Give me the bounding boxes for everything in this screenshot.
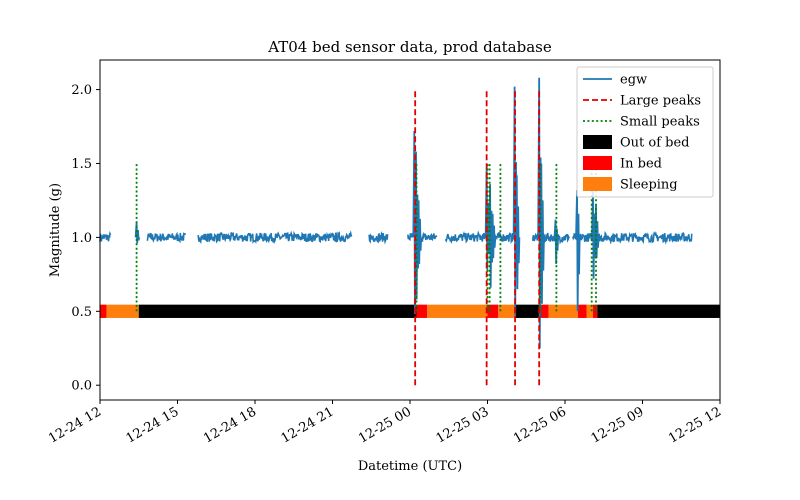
legend-label: In bed — [620, 157, 662, 172]
legend: egw Large peaks Small peaks Out of bed In be… — [576, 66, 714, 198]
bed-state-bar — [416, 304, 428, 318]
egw-segment — [197, 230, 353, 245]
bed-state-bar — [548, 304, 578, 318]
legend-swatch — [583, 177, 612, 191]
y-tick-label: 0.0 — [71, 379, 92, 394]
egw-spike — [539, 163, 545, 304]
y-axis-label: Magnitude (g) — [48, 183, 63, 277]
egw-spike — [490, 213, 497, 259]
egw-spike — [488, 184, 494, 288]
egw-spike — [514, 175, 521, 290]
bed-state-bar — [427, 304, 488, 318]
egw-spike — [575, 190, 581, 312]
legend-swatch — [583, 135, 612, 149]
legend-label: Large peaks — [620, 94, 701, 109]
bed-state-bar — [515, 304, 542, 318]
y-tick-label: 1.0 — [71, 231, 92, 246]
bed-state-bar — [100, 304, 107, 318]
egw-segment — [444, 230, 518, 245]
legend-label: egw — [620, 73, 647, 88]
bed-state-bar — [586, 304, 593, 318]
bed-state-bar — [498, 304, 516, 318]
bed-state-bar — [541, 304, 549, 318]
legend-swatch — [583, 156, 612, 170]
egw-segment — [99, 230, 112, 243]
y-tick-label: 1.5 — [71, 157, 92, 172]
egw-spike — [416, 200, 423, 265]
egw-spike — [594, 204, 600, 259]
bed-state-bar — [577, 304, 587, 318]
bed-state-bar — [138, 304, 417, 318]
y-tick-label: 0.5 — [71, 305, 92, 320]
egw-spike — [134, 222, 141, 244]
chart-title: AT04 bed sensor data, prod database — [267, 38, 552, 56]
egw-spike — [591, 190, 597, 279]
egw-spike — [553, 219, 560, 265]
legend-label: Small peaks — [620, 115, 700, 130]
x-axis-label: Datetime (UTC) — [358, 459, 462, 474]
bed-state-bars — [100, 304, 720, 318]
y-tick-label: 2.0 — [71, 83, 92, 98]
egw-segment — [146, 231, 187, 244]
bed-state-bar — [106, 304, 139, 318]
legend-label: Sleeping — [620, 178, 678, 193]
bed-state-bar — [487, 304, 499, 318]
legend-label: Out of bed — [620, 136, 690, 151]
bed-state-bar — [597, 304, 720, 318]
large-peaks-series — [414, 89, 541, 386]
y-axis: 0.0 0.5 1.0 1.5 2.0 — [71, 83, 100, 394]
egw-segment — [368, 231, 389, 245]
